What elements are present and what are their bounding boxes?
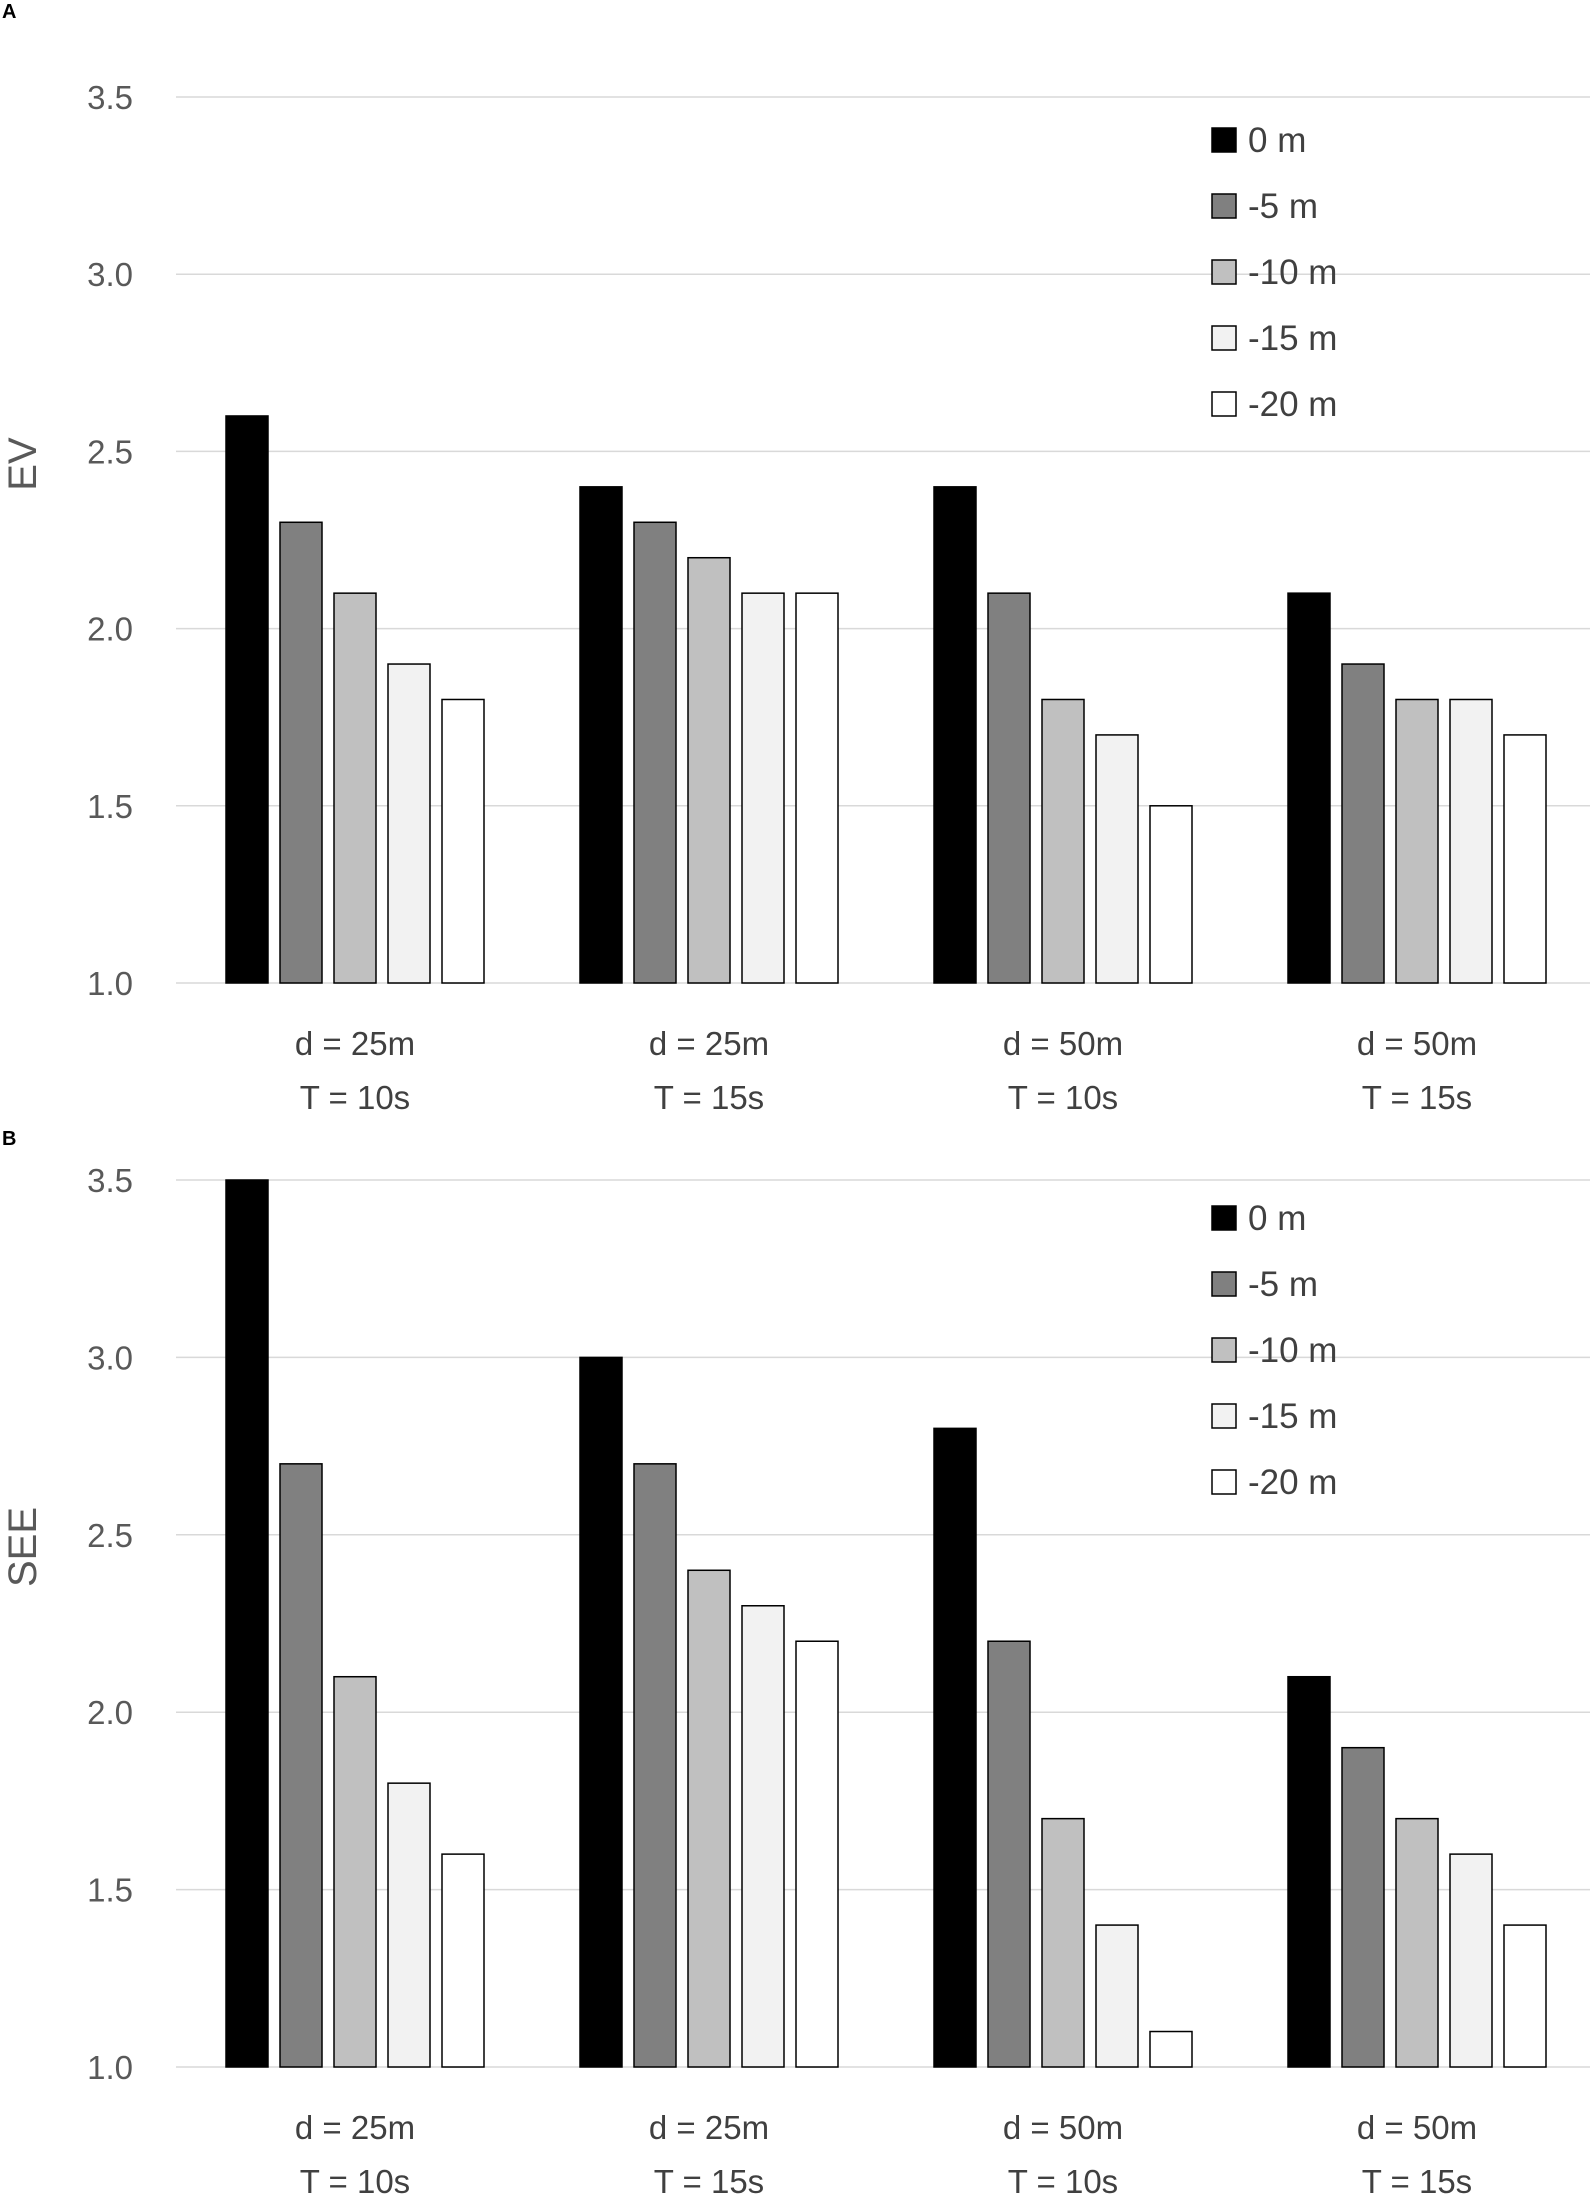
y-tick-label: 3.0	[87, 256, 133, 293]
bar-minus20m-2	[795, 592, 839, 984]
bar-minus15m-4	[1449, 698, 1493, 984]
bar-minus20m-3	[1149, 805, 1193, 984]
legend-label: -10 m	[1248, 253, 1337, 292]
legend-swatch	[1211, 193, 1237, 219]
y-tick-label: 1.5	[87, 788, 133, 825]
legend-swatch	[1211, 1205, 1237, 1231]
bar-minus10m-3	[1041, 698, 1085, 984]
x-category-label: d = 50m	[1003, 1025, 1123, 1062]
y-axis-label: EV	[1, 437, 45, 491]
legend-swatch	[1211, 391, 1237, 417]
bar-0m-2	[579, 1356, 623, 2068]
y-tick-label: 2.5	[87, 433, 133, 470]
bar-0m-3	[933, 1427, 977, 2068]
x-category-label: T = 15s	[1362, 1079, 1472, 1116]
legend-swatch	[1211, 1403, 1237, 1429]
legend-label: 0 m	[1248, 1199, 1306, 1238]
bar-minus10m-2	[687, 1569, 731, 2068]
x-category-label: T = 10s	[1008, 1079, 1118, 1116]
legend-label: -20 m	[1248, 385, 1337, 424]
y-tick-label: 2.0	[87, 611, 133, 648]
legend-label: 0 m	[1248, 121, 1306, 160]
bar-minus5m-1	[279, 521, 323, 984]
x-category-label: T = 15s	[1362, 2163, 1472, 2198]
x-category-label: d = 50m	[1357, 2109, 1477, 2146]
x-category-label: T = 15s	[654, 1079, 764, 1116]
bar-0m-4	[1287, 592, 1331, 984]
legend-label: -15 m	[1248, 319, 1337, 358]
legend-swatch	[1211, 325, 1237, 351]
panel-a: A 1.0 1.5 2.0 2.5 3.0 3.5 EV d = 25m T = 10s d = 2…	[1, 1, 1590, 1116]
bar-minus20m-3	[1149, 2030, 1193, 2068]
legend-label: -20 m	[1248, 1463, 1337, 1502]
x-category-label: T = 10s	[300, 1079, 410, 1116]
panel-b: B 1.0 1.5 2.0 2.5 3.0 3.5 SEE d = 25m T = 10s d = …	[1, 1128, 1590, 2198]
bar-0m-1	[225, 1179, 269, 2068]
x-category-label: d = 50m	[1357, 1025, 1477, 1062]
x-category-label: d = 25m	[295, 2109, 415, 2146]
bar-minus15m-2	[741, 592, 785, 984]
legend-label: -10 m	[1248, 1331, 1337, 1370]
bar-minus10m-3	[1041, 1817, 1085, 2068]
y-axis-label: SEE	[1, 1507, 45, 1587]
legend-swatch	[1211, 259, 1237, 285]
x-category-label: T = 10s	[1008, 2163, 1118, 2198]
x-category-label: T = 15s	[654, 2163, 764, 2198]
panel-letter: A	[2, 1, 16, 23]
bar-minus10m-2	[687, 556, 731, 984]
x-category-label: d = 50m	[1003, 2109, 1123, 2146]
y-tick-label: 3.0	[87, 1339, 133, 1376]
bar-minus5m-3	[987, 1640, 1031, 2068]
legend-swatch	[1211, 127, 1237, 153]
y-tick-label: 3.5	[87, 79, 133, 116]
x-category-label: d = 25m	[295, 1025, 415, 1062]
bar-minus15m-3	[1095, 734, 1139, 984]
bar-minus20m-2	[795, 1640, 839, 2068]
bar-minus5m-1	[279, 1463, 323, 2068]
y-tick-label: 1.0	[87, 2049, 133, 2086]
legend-label: -5 m	[1248, 187, 1318, 226]
x-category-label: d = 25m	[649, 1025, 769, 1062]
bar-minus20m-4	[1503, 734, 1547, 984]
x-category-label: d = 25m	[649, 2109, 769, 2146]
bar-minus10m-1	[333, 1675, 377, 2068]
legend: 0 m -5 m -10 m -15 m -20 m	[1211, 121, 1337, 424]
y-tick-label: 1.0	[87, 965, 133, 1002]
bar-minus5m-3	[987, 592, 1031, 984]
legend-swatch	[1211, 1469, 1237, 1495]
legend-label: -15 m	[1248, 1397, 1337, 1436]
bar-minus20m-4	[1503, 1924, 1547, 2068]
y-tick-label: 2.0	[87, 1694, 133, 1731]
legend-label: -5 m	[1248, 1265, 1318, 1304]
bar-0m-4	[1287, 1675, 1331, 2068]
bar-minus5m-2	[633, 1463, 677, 2068]
bar-minus5m-2	[633, 521, 677, 984]
bar-0m-3	[933, 486, 977, 984]
legend: 0 m -5 m -10 m -15 m -20 m	[1211, 1199, 1337, 1502]
legend-swatch	[1211, 1271, 1237, 1297]
panel-letter: B	[2, 1128, 16, 1150]
bar-minus10m-4	[1395, 1817, 1439, 2068]
x-category-label: T = 10s	[300, 2163, 410, 2198]
bar-minus10m-1	[333, 592, 377, 984]
legend-swatch	[1211, 1337, 1237, 1363]
bar-0m-2	[579, 486, 623, 984]
bar-minus20m-1	[441, 1853, 485, 2068]
bar-minus20m-1	[441, 698, 485, 984]
y-tick-label: 1.5	[87, 1872, 133, 1909]
bar-minus15m-4	[1449, 1853, 1493, 2068]
bar-0m-1	[225, 415, 269, 984]
bar-minus15m-3	[1095, 1924, 1139, 2068]
bar-minus15m-2	[741, 1605, 785, 2068]
bar-minus10m-4	[1395, 698, 1439, 984]
bar-minus15m-1	[387, 663, 431, 984]
y-tick-label: 2.5	[87, 1517, 133, 1554]
bar-minus5m-4	[1341, 663, 1385, 984]
bar-minus15m-1	[387, 1782, 431, 2068]
bar-minus5m-4	[1341, 1746, 1385, 2068]
y-tick-label: 3.5	[87, 1162, 133, 1199]
